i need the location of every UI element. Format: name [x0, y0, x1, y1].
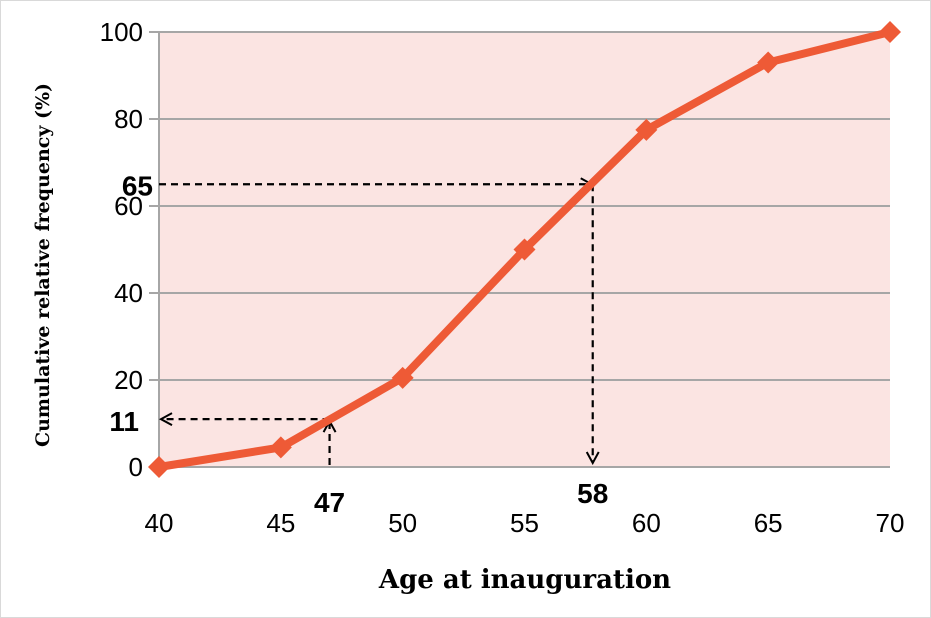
x-tick-label: 65: [754, 508, 783, 538]
x-tick-label: 70: [876, 508, 905, 538]
annotation-label: 65: [122, 170, 153, 201]
x-axis-label: Age at inauguration: [378, 565, 671, 595]
y-tick-label: 0: [129, 452, 143, 482]
data-point: [269, 436, 292, 459]
y-tick-label: 80: [114, 104, 143, 134]
data-point: [391, 366, 414, 389]
annotation-labels: 47 11 65 58: [109, 170, 608, 518]
annotation-label: 58: [577, 478, 608, 509]
x-tick-label: 40: [145, 508, 174, 538]
series-layer: [148, 21, 901, 478]
y-tick-labels: 0 20 40 60 80 100: [100, 17, 143, 482]
annotation-label: 47: [314, 487, 345, 518]
x-tick-label: 50: [388, 508, 417, 538]
x-tick-labels: 40 45 50 55 60 65 70: [145, 508, 905, 538]
y-axis-label: Cumulative relative frequency (%): [32, 83, 54, 447]
data-point: [635, 118, 658, 141]
y-tick-label: 100: [100, 17, 143, 47]
data-point: [513, 238, 536, 261]
x-tick-label: 60: [632, 508, 661, 538]
gridlines: [149, 31, 890, 468]
y-tick-label: 60: [114, 191, 143, 221]
data-point: [879, 21, 901, 43]
annotation-label: 11: [109, 406, 139, 437]
x-tick-label: 55: [510, 508, 539, 538]
x-tick-label: 45: [266, 508, 295, 538]
y-tick-label: 40: [114, 278, 143, 308]
annotation-lines: [159, 184, 593, 465]
data-point: [757, 51, 780, 74]
data-point: [148, 456, 170, 478]
y-tick-label: 20: [114, 365, 143, 395]
